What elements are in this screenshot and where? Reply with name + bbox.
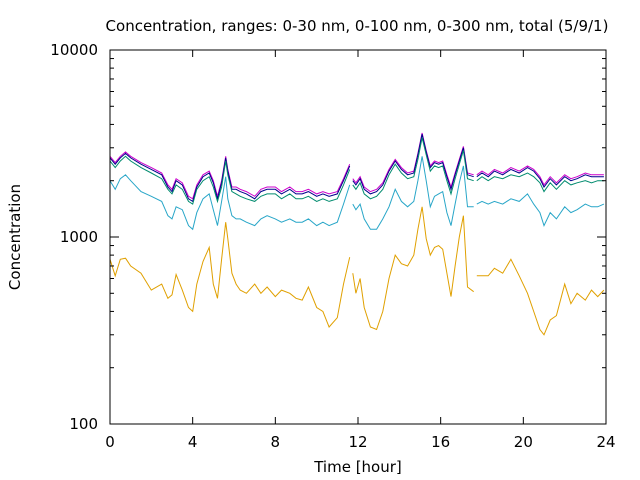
tick-layer: 0 4 8 12 16 20 24 100 1000 10000: [50, 41, 615, 451]
x-tick-label: 0: [105, 433, 115, 451]
series-layer: [109, 132, 605, 336]
y-axis-label: Concentration: [6, 184, 24, 290]
series-line-4: [109, 156, 605, 231]
chart-title: Concentration, ranges: 0-30 nm, 0-100 nm…: [106, 17, 609, 35]
x-tick-label: 12: [348, 433, 367, 451]
x-tick-label: 20: [514, 433, 533, 451]
x-tick-label: 24: [596, 433, 615, 451]
plot-frame: [109, 49, 607, 425]
x-axis-label: Time [hour]: [313, 458, 402, 476]
series-line-3: [109, 137, 604, 205]
y-tick-label: 1000: [60, 228, 98, 246]
y-tick-label: 100: [69, 415, 98, 433]
x-tick-label: 16: [431, 433, 450, 451]
series-line-5: [109, 206, 605, 336]
x-tick-label: 8: [271, 433, 281, 451]
x-tick-label: 4: [188, 433, 198, 451]
y-tick-label: 10000: [50, 41, 98, 59]
series-line-2: [109, 133, 604, 203]
